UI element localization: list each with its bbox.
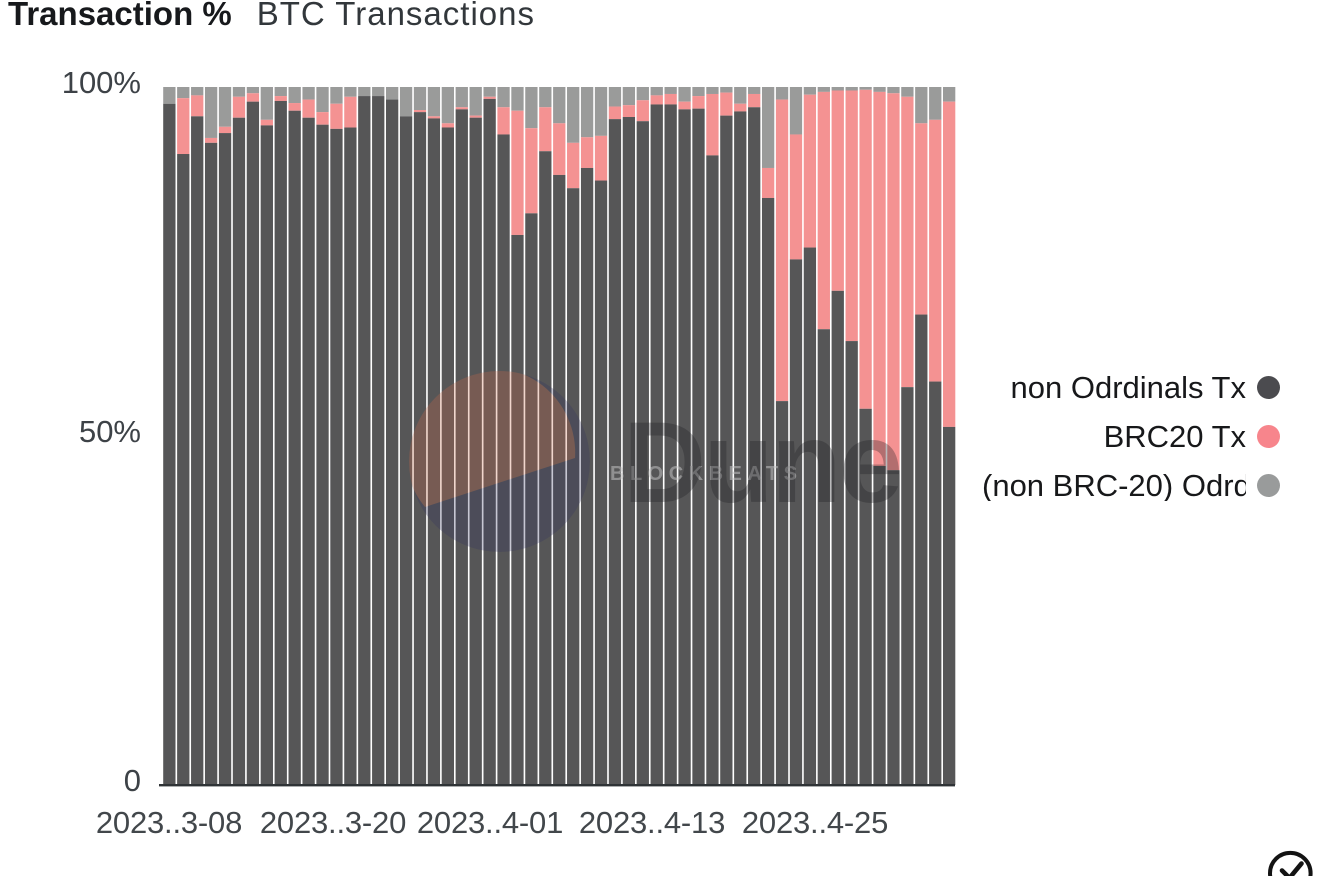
svg-text:BLOCKBEATS: BLOCKBEATS (610, 463, 802, 485)
svg-text:Dune: Dune (623, 399, 901, 527)
